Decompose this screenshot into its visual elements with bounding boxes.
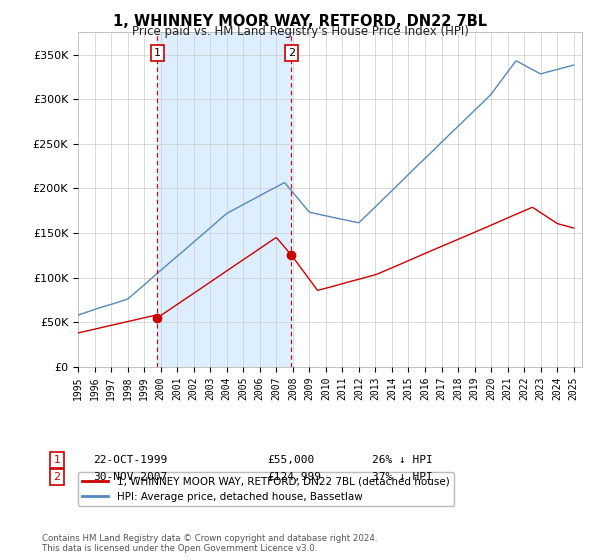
- Text: 26% ↓ HPI: 26% ↓ HPI: [372, 455, 433, 465]
- Text: 1, WHINNEY MOOR WAY, RETFORD, DN22 7BL: 1, WHINNEY MOOR WAY, RETFORD, DN22 7BL: [113, 14, 487, 29]
- Text: 2: 2: [53, 472, 61, 482]
- Text: £55,000: £55,000: [267, 455, 314, 465]
- Text: Contains HM Land Registry data © Crown copyright and database right 2024.
This d: Contains HM Land Registry data © Crown c…: [42, 534, 377, 553]
- Text: 37% ↓ HPI: 37% ↓ HPI: [372, 472, 433, 482]
- Text: 30-NOV-2007: 30-NOV-2007: [93, 472, 167, 482]
- Text: Price paid vs. HM Land Registry's House Price Index (HPI): Price paid vs. HM Land Registry's House …: [131, 25, 469, 38]
- Text: 22-OCT-1999: 22-OCT-1999: [93, 455, 167, 465]
- Bar: [157, 32, 292, 367]
- Text: £124,999: £124,999: [267, 472, 321, 482]
- Text: 2: 2: [288, 48, 295, 58]
- Text: 1: 1: [154, 48, 161, 58]
- Text: 1: 1: [53, 455, 61, 465]
- Legend: 1, WHINNEY MOOR WAY, RETFORD, DN22 7BL (detached house), HPI: Average price, det: 1, WHINNEY MOOR WAY, RETFORD, DN22 7BL (…: [78, 472, 454, 506]
